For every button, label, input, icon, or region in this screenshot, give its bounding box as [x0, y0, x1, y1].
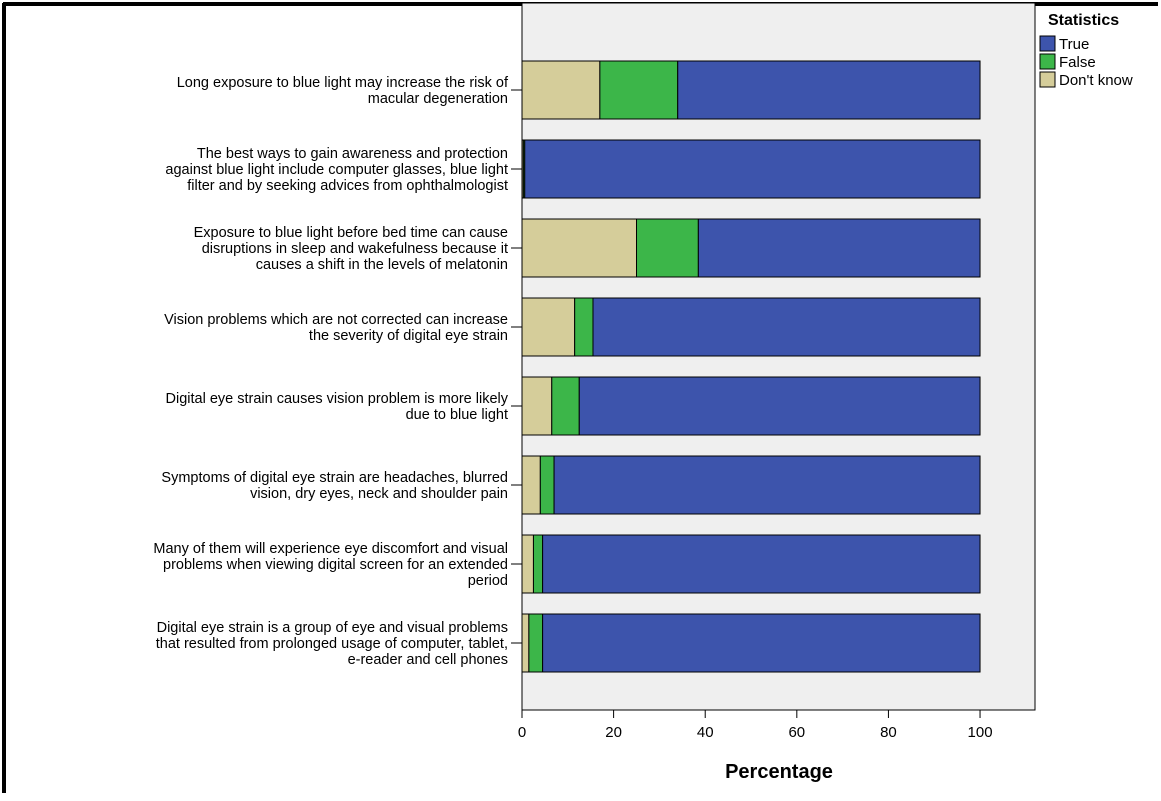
- category-label-line: disruptions in sleep and wakefulness bec…: [202, 241, 508, 257]
- x-tick-label: 100: [968, 724, 993, 741]
- category-label-1: Long exposure to blue light may increase…: [177, 75, 509, 107]
- bar-segment-false-1: [599, 60, 679, 120]
- category-label-7: Many of them will experience eye discomf…: [153, 541, 508, 589]
- category-label-line: Many of them will experience eye discomf…: [153, 541, 508, 557]
- legend-swatch-true: [1039, 35, 1056, 52]
- x-axis: 0 20 40 60 80 100: [518, 710, 993, 741]
- category-label-line: macular degeneration: [368, 91, 508, 107]
- bar-segment-true-8: [542, 613, 981, 673]
- category-label-3: Exposure to blue light before bed time c…: [194, 225, 508, 273]
- category-label-line: that resulted from prolonged usage of co…: [156, 636, 508, 652]
- bar-segment-don-t-know-4: [521, 297, 576, 357]
- bar-segment-don-t-know-3: [521, 218, 638, 278]
- legend-label-false: False: [1059, 54, 1096, 71]
- category-label-6: Symptoms of digital eye strain are heada…: [161, 470, 508, 502]
- bar-segment-don-t-know-1: [521, 60, 601, 120]
- category-label-line: Exposure to blue light before bed time c…: [194, 225, 508, 241]
- category-label-line: due to blue light: [406, 407, 508, 423]
- bar-segment-don-t-know-6: [521, 455, 541, 515]
- category-label-line: Digital eye strain is a group of eye and…: [157, 620, 508, 636]
- bar-segment-true-5: [578, 376, 981, 436]
- category-label-line: e-reader and cell phones: [348, 652, 508, 668]
- category-labels: Long exposure to blue light may increase…: [153, 75, 522, 668]
- legend-title: Statistics: [1048, 12, 1119, 29]
- x-axis-title: Percentage: [725, 761, 833, 783]
- category-label-5: Digital eye strain causes vision problem…: [166, 391, 509, 423]
- bar-segment-true-6: [553, 455, 981, 515]
- category-label-line: causes a shift in the levels of melatoni…: [256, 257, 508, 273]
- bar-segment-don-t-know-5: [521, 376, 553, 436]
- legend-swatch-false: [1039, 53, 1056, 70]
- bar-segment-false-5: [551, 376, 580, 436]
- legend-swatch-don-t-know: [1039, 71, 1056, 88]
- category-label-line: the severity of digital eye strain: [309, 328, 508, 344]
- category-label-line: Symptoms of digital eye strain are heada…: [161, 470, 508, 486]
- category-label-line: The best ways to gain awareness and prot…: [197, 146, 508, 162]
- x-tick-label: 60: [788, 724, 805, 741]
- x-tick-label: 0: [518, 724, 526, 741]
- category-label-8: Digital eye strain is a group of eye and…: [156, 620, 508, 668]
- category-label-4: Vision problems which are not corrected …: [164, 312, 508, 344]
- bar-segment-true-3: [697, 218, 981, 278]
- bar-segment-false-3: [636, 218, 699, 278]
- category-label-2: The best ways to gain awareness and prot…: [165, 146, 508, 194]
- category-label-line: against blue light include computer glas…: [165, 162, 508, 178]
- bar-segment-false-6: [539, 455, 555, 515]
- category-label-line: Vision problems which are not corrected …: [164, 312, 508, 328]
- bar-segment-false-7: [532, 534, 544, 594]
- bar-segment-true-7: [542, 534, 981, 594]
- legend-label-don-t-know: Don't know: [1059, 72, 1133, 89]
- category-label-line: filter and by seeking advices from ophth…: [187, 178, 508, 194]
- x-tick-label: 80: [880, 724, 897, 741]
- category-label-line: Digital eye strain causes vision problem…: [166, 391, 509, 407]
- category-label-line: period: [468, 573, 508, 589]
- bar-segment-don-t-know-8: [521, 613, 530, 673]
- category-label-line: vision, dry eyes, neck and shoulder pain: [250, 486, 508, 502]
- x-tick-label: 40: [697, 724, 714, 741]
- bar-segment-false-8: [528, 613, 544, 673]
- bar-segment-false-4: [574, 297, 594, 357]
- bar-segment-don-t-know-7: [521, 534, 534, 594]
- bar-segment-true-1: [677, 60, 981, 120]
- category-label-line: Long exposure to blue light may increase…: [177, 75, 509, 91]
- bar-segment-true-4: [592, 297, 981, 357]
- x-tick-label: 20: [605, 724, 622, 741]
- bar-segment-true-2: [524, 139, 981, 199]
- legend-label-true: True: [1059, 36, 1089, 53]
- category-label-line: problems when viewing digital screen for…: [163, 557, 508, 573]
- bars-layer: [521, 60, 981, 673]
